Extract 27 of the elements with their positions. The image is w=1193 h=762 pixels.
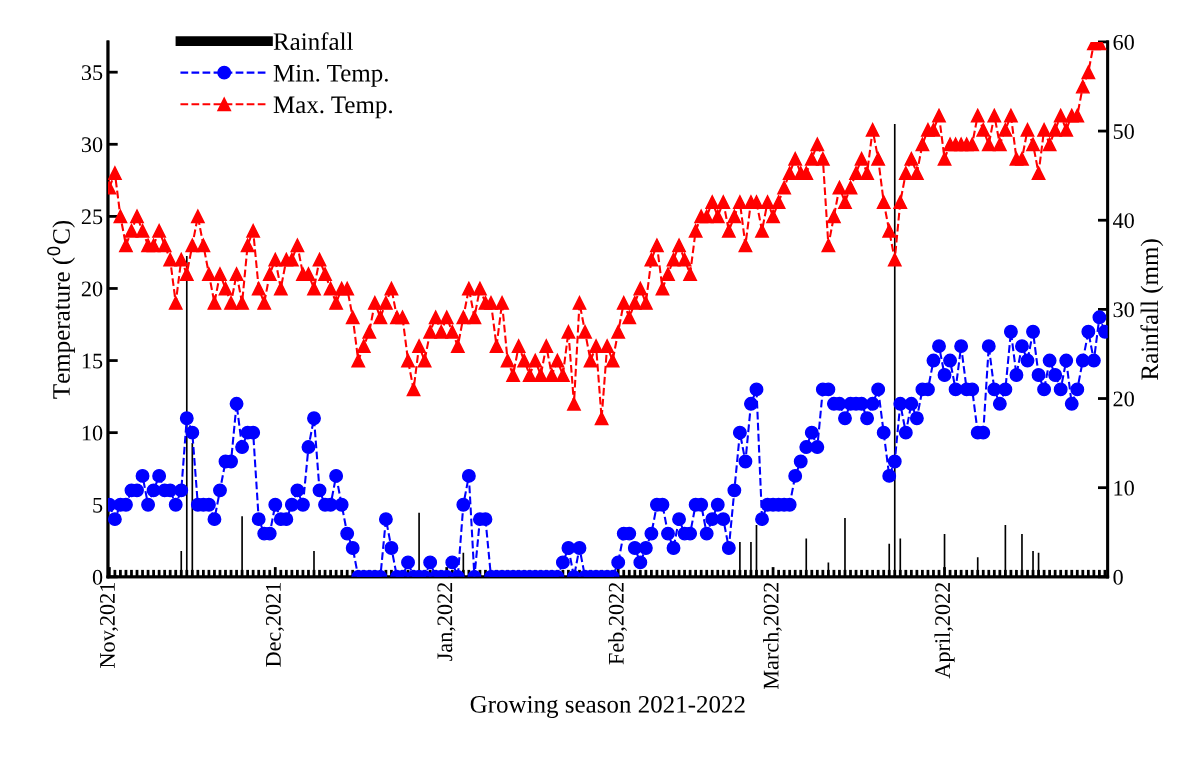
- y-tick-label: 20: [81, 281, 103, 297]
- y2-tick-label: 10: [1114, 480, 1134, 496]
- x-tick-label: April,2022: [934, 582, 955, 679]
- legend-label: Max. Temp.: [273, 96, 393, 119]
- y-tick-label: 5: [93, 497, 103, 513]
- x-tick-label: Feb,2022: [608, 582, 627, 665]
- y-tick-label: 30: [81, 137, 103, 153]
- legend-label: Min. Temp.: [273, 64, 388, 87]
- x-tick-label: March,2022: [763, 582, 782, 690]
- y2-tick-label: 60: [1113, 34, 1134, 50]
- y2-tick-label: 30: [1113, 302, 1134, 318]
- y-tick-label: 35: [81, 65, 103, 81]
- y-tick-label: 15: [82, 353, 103, 369]
- y-tick-label: 25: [81, 209, 103, 225]
- y2-tick-label: 0: [1113, 569, 1123, 585]
- y-tick-label: 0: [92, 569, 103, 585]
- x-axis-title: Growing season 2021-2022: [470, 695, 745, 718]
- x-tick-label: Dec,2021: [265, 583, 285, 667]
- x-tick-label: Nov,2021: [99, 583, 119, 668]
- y-axis-title: Temperature ($^{0}$C): [47, 220, 75, 399]
- y2-tick-label: 20: [1113, 391, 1134, 407]
- y2-tick-label: 50: [1113, 124, 1134, 139]
- x-tick-label: Jan,2022: [437, 582, 456, 661]
- y2-axis-title: Rainfall (mm): [1140, 239, 1164, 380]
- legend-label: Rainfall: [273, 32, 353, 51]
- y-tick-label: 10: [82, 425, 103, 441]
- y2-tick-label: 40: [1113, 213, 1134, 229]
